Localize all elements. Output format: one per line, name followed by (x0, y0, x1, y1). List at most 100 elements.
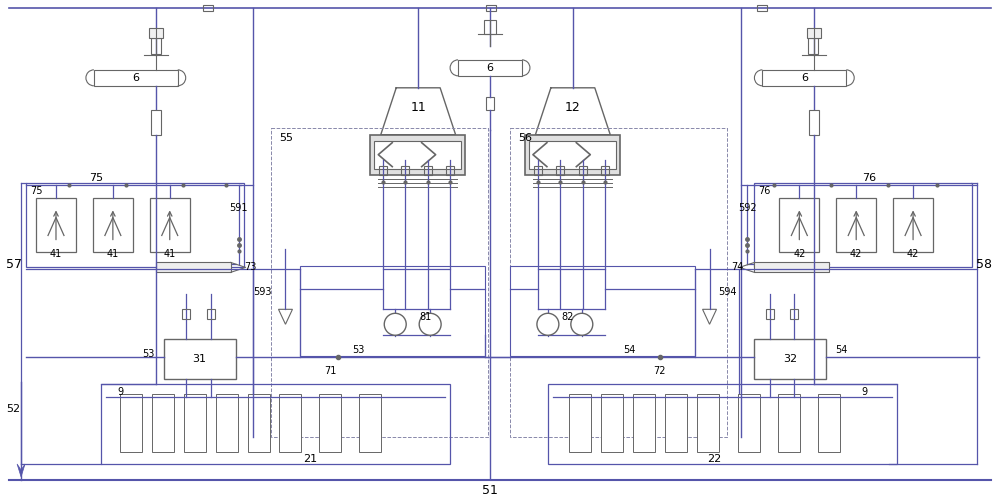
Bar (808, 38, 818, 54)
Bar (893, 198, 933, 252)
Text: 51: 51 (482, 485, 498, 498)
Text: 42: 42 (850, 250, 862, 259)
Polygon shape (278, 309, 292, 324)
Text: 54: 54 (624, 345, 636, 355)
Bar (151, 110, 161, 135)
Text: 53: 53 (143, 349, 155, 359)
Text: 32: 32 (783, 354, 797, 364)
Bar (754, 262, 829, 272)
Bar (26, 183, 244, 267)
Text: 55: 55 (279, 133, 293, 143)
Bar (738, 394, 760, 452)
Bar (152, 394, 174, 452)
Bar (697, 394, 719, 452)
Text: 75: 75 (89, 173, 103, 183)
Text: 12: 12 (565, 101, 581, 114)
Bar (569, 394, 591, 452)
Text: 74: 74 (731, 262, 744, 272)
Text: 6: 6 (132, 73, 139, 83)
Bar (556, 166, 564, 175)
Bar (458, 60, 522, 76)
Bar (149, 28, 163, 38)
Bar (120, 394, 142, 452)
Bar (790, 309, 798, 319)
Text: 54: 54 (835, 345, 847, 355)
Text: 75: 75 (30, 186, 42, 196)
Text: 591: 591 (229, 203, 248, 213)
Bar (766, 309, 774, 319)
Bar (818, 394, 840, 452)
Bar (548, 384, 897, 464)
Circle shape (571, 313, 593, 335)
Bar (207, 309, 215, 319)
Text: 41: 41 (107, 250, 119, 259)
Bar (778, 394, 800, 452)
Bar (809, 110, 819, 135)
Bar (36, 198, 76, 252)
Bar (150, 198, 190, 252)
Bar (300, 266, 485, 356)
Bar (633, 394, 655, 452)
Bar (379, 166, 387, 175)
Bar (279, 394, 301, 452)
Bar (182, 309, 190, 319)
Text: 71: 71 (324, 366, 337, 376)
Bar (424, 166, 432, 175)
Bar (248, 394, 270, 452)
Bar (94, 70, 178, 86)
Bar (484, 20, 496, 34)
Text: 6: 6 (801, 73, 808, 83)
Text: 58: 58 (976, 258, 992, 271)
Text: 56: 56 (518, 133, 532, 143)
Text: 76: 76 (862, 173, 876, 183)
Bar (374, 141, 461, 169)
Bar (529, 141, 616, 169)
Bar (779, 198, 819, 252)
Bar (836, 198, 876, 252)
Text: 9: 9 (118, 387, 124, 397)
Bar (164, 339, 236, 379)
Bar (579, 166, 587, 175)
Bar (271, 128, 488, 437)
Text: 41: 41 (164, 250, 176, 259)
Bar (216, 394, 238, 452)
Bar (534, 166, 542, 175)
Text: 31: 31 (193, 354, 207, 364)
Circle shape (384, 313, 406, 335)
Text: 6: 6 (487, 63, 494, 73)
Text: 82: 82 (562, 312, 574, 322)
Bar (510, 128, 727, 437)
Bar (359, 394, 381, 452)
Text: 42: 42 (907, 250, 919, 259)
Polygon shape (17, 464, 25, 477)
Text: 593: 593 (253, 287, 272, 297)
Bar (101, 384, 450, 464)
Polygon shape (703, 309, 717, 324)
Text: 42: 42 (793, 250, 806, 259)
Text: 594: 594 (718, 287, 737, 297)
Bar (754, 183, 972, 267)
Circle shape (537, 313, 559, 335)
Text: 11: 11 (410, 101, 426, 114)
Bar (446, 166, 454, 175)
Text: 41: 41 (50, 250, 62, 259)
Bar (370, 135, 465, 175)
Bar (401, 166, 409, 175)
Text: 592: 592 (738, 203, 757, 213)
Bar (754, 339, 826, 379)
Text: 9: 9 (861, 387, 867, 397)
Bar (486, 5, 496, 11)
Text: 72: 72 (653, 366, 666, 376)
Bar (203, 5, 213, 11)
Bar (151, 38, 161, 54)
Bar (807, 28, 821, 38)
Text: 57: 57 (6, 258, 22, 271)
Bar (319, 394, 341, 452)
Bar (93, 198, 133, 252)
Circle shape (419, 313, 441, 335)
Text: 52: 52 (6, 404, 20, 414)
Bar (601, 166, 609, 175)
Text: 21: 21 (303, 454, 317, 464)
Text: 22: 22 (707, 454, 722, 464)
Bar (762, 70, 846, 86)
